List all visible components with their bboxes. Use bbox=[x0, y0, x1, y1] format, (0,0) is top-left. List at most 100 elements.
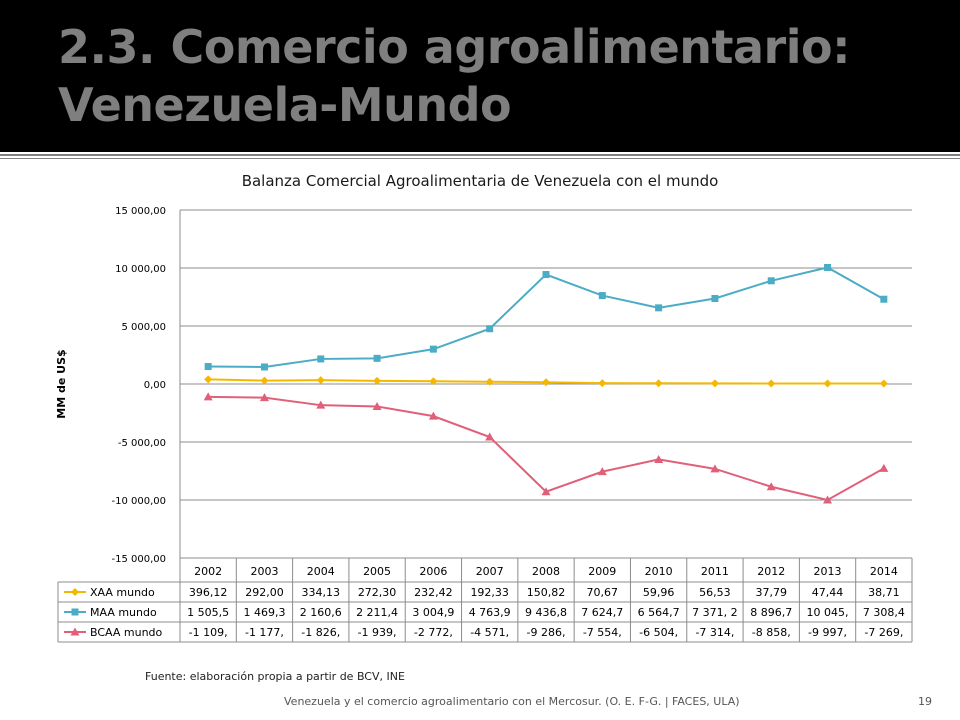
data-point bbox=[485, 432, 495, 441]
x-tick-label: 2002 bbox=[194, 565, 222, 578]
x-tick-label: 2004 bbox=[307, 565, 335, 578]
data-cell: 150,82 bbox=[527, 586, 566, 599]
data-cell: 192,33 bbox=[470, 586, 509, 599]
title-band bbox=[0, 0, 960, 152]
data-point bbox=[259, 393, 269, 402]
data-point bbox=[203, 392, 213, 401]
title-divider-thin bbox=[0, 158, 960, 159]
data-point bbox=[260, 376, 269, 385]
series-line bbox=[208, 266, 885, 368]
source-note: Fuente: elaboración propia a partir de B… bbox=[145, 670, 405, 683]
y-tick-label: -5 000,00 bbox=[118, 438, 166, 449]
data-point bbox=[204, 363, 212, 371]
data-cell: 10 045, bbox=[807, 606, 849, 619]
y-tick-label: 0,00 bbox=[144, 380, 166, 391]
data-point bbox=[711, 294, 719, 302]
footer-text: Venezuela y el comercio agroalimentario … bbox=[284, 695, 740, 708]
data-point bbox=[317, 355, 325, 363]
data-table: 2002 2003 2004 2005 2006 2007 2008 2009 2010 2011… bbox=[57, 557, 913, 643]
data-point bbox=[542, 271, 550, 279]
y-tick-label: 5 000,00 bbox=[121, 322, 166, 333]
data-cell: 59,96 bbox=[643, 586, 675, 599]
data-point bbox=[766, 482, 776, 491]
data-point bbox=[598, 379, 607, 388]
data-cell: -9 286, bbox=[527, 626, 566, 639]
x-tick-label: 2006 bbox=[419, 565, 447, 578]
data-cell: 7 371, 2 bbox=[692, 606, 737, 619]
legend-label: BCAA mundo bbox=[90, 626, 163, 639]
series-lines bbox=[203, 263, 889, 504]
data-cell: 272,30 bbox=[358, 586, 397, 599]
chart-title: Balanza Comercial Agroalimentaria de Ven… bbox=[242, 172, 719, 190]
x-tick-label: 2003 bbox=[250, 565, 278, 578]
x-tick-label: 2007 bbox=[476, 565, 504, 578]
data-cell: 292,00 bbox=[245, 586, 284, 599]
data-point bbox=[260, 363, 268, 371]
data-point bbox=[372, 401, 382, 410]
data-cell: 3 004,9 bbox=[412, 606, 454, 619]
data-cell: 1 505,5 bbox=[187, 606, 229, 619]
x-tick-label: 2005 bbox=[363, 565, 391, 578]
series-line bbox=[208, 395, 885, 502]
data-cell: -1 826, bbox=[301, 626, 340, 639]
data-cell: 2 211,4 bbox=[356, 606, 398, 619]
data-point bbox=[655, 304, 663, 312]
data-point bbox=[316, 376, 325, 385]
data-point bbox=[486, 325, 494, 333]
data-cell: 8 896,7 bbox=[750, 606, 792, 619]
data-cell: 232,42 bbox=[414, 586, 453, 599]
data-point bbox=[316, 400, 326, 409]
data-point bbox=[373, 354, 381, 362]
data-cell: 7 308,4 bbox=[863, 606, 905, 619]
data-point bbox=[429, 345, 437, 353]
data-cell: 4 763,9 bbox=[469, 606, 511, 619]
legend-label: XAA mundo bbox=[90, 586, 155, 599]
data-cell: 56,53 bbox=[699, 586, 731, 599]
x-tick-label: 2011 bbox=[701, 565, 729, 578]
data-cell: -6 504, bbox=[639, 626, 678, 639]
x-tick-label: 2009 bbox=[588, 565, 616, 578]
data-cell: -1 939, bbox=[358, 626, 397, 639]
data-cell: -9 997, bbox=[808, 626, 847, 639]
data-cell: 6 564,7 bbox=[638, 606, 680, 619]
y-tick-label: 10 000,00 bbox=[115, 264, 166, 275]
data-point bbox=[429, 377, 438, 386]
x-tick-label: 2012 bbox=[757, 565, 785, 578]
data-point bbox=[710, 464, 720, 473]
data-point bbox=[824, 263, 832, 271]
data-cell: 7 624,7 bbox=[581, 606, 623, 619]
slide-title: 2.3. Comercio agroalimentario: Venezuela… bbox=[58, 20, 851, 132]
data-point bbox=[597, 467, 607, 476]
data-point bbox=[428, 411, 438, 420]
data-point bbox=[767, 277, 775, 285]
legend-marker bbox=[70, 627, 80, 636]
data-cell: -2 772, bbox=[414, 626, 453, 639]
data-point bbox=[654, 454, 664, 463]
legend-label: MAA mundo bbox=[90, 606, 157, 619]
data-cell: -7 554, bbox=[583, 626, 622, 639]
page-number: 19 bbox=[918, 695, 932, 708]
data-point bbox=[823, 495, 833, 504]
data-cell: -7 314, bbox=[695, 626, 734, 639]
data-point bbox=[823, 379, 832, 388]
data-point bbox=[879, 463, 889, 472]
y-tick-label: -15 000,00 bbox=[111, 554, 166, 565]
data-point bbox=[542, 378, 550, 387]
legend-marker bbox=[71, 608, 79, 616]
data-cell: -4 571, bbox=[470, 626, 509, 639]
data-point bbox=[654, 379, 663, 388]
data-point bbox=[598, 292, 606, 300]
data-point bbox=[767, 379, 776, 388]
title-divider bbox=[0, 154, 960, 156]
data-cell: 38,71 bbox=[868, 586, 900, 599]
data-cell: 47,44 bbox=[812, 586, 844, 599]
data-cell: -8 858, bbox=[752, 626, 791, 639]
data-cell: 1 469,3 bbox=[243, 606, 285, 619]
legend-marker bbox=[71, 588, 79, 596]
x-tick-label: 2010 bbox=[645, 565, 673, 578]
data-cell: 396,12 bbox=[189, 586, 228, 599]
y-tick-label: 15 000,00 bbox=[115, 206, 166, 217]
data-point bbox=[485, 377, 494, 386]
data-cell: 334,13 bbox=[302, 586, 341, 599]
